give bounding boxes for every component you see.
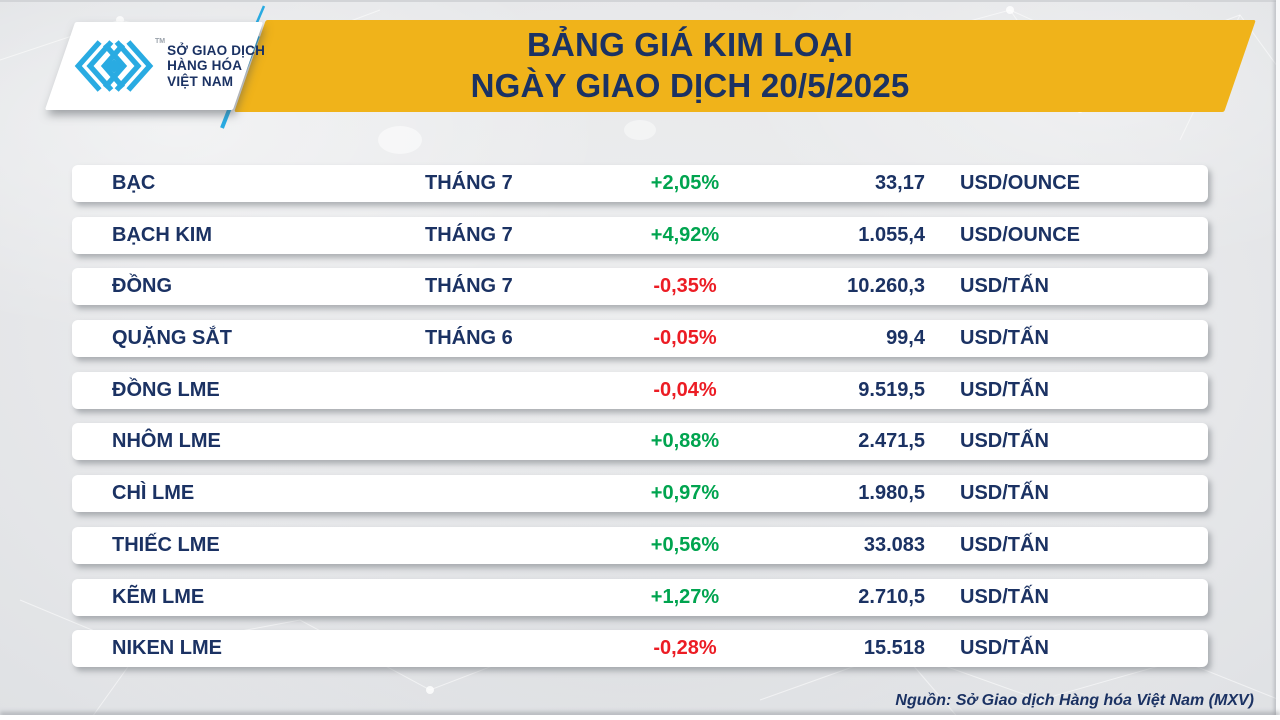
price-value: 2.710,5 bbox=[858, 585, 925, 608]
price-value: 10.260,3 bbox=[847, 275, 925, 298]
commodity-name: KẼM LME bbox=[112, 585, 205, 608]
change-percent: -0,05% bbox=[653, 327, 717, 350]
mxv-logo-card: TM SỞ GIAO DỊCH HÀNG HÓA VIỆT NAM bbox=[44, 22, 265, 110]
mxv-logo: TM SỞ GIAO DỊCH HÀNG HÓA VIỆT NAM bbox=[60, 22, 265, 110]
commodity-name: CHÌ LME bbox=[112, 482, 195, 505]
page-bottom-edge bbox=[0, 715, 1280, 720]
table-row: ĐỒNG THÁNG 7 -0,35% 10.260,3 USD/TẤN bbox=[72, 268, 1208, 306]
commodity-name: ĐỒNG bbox=[112, 275, 172, 298]
contract-month: THÁNG 7 bbox=[425, 223, 513, 246]
change-percent: -0,35% bbox=[653, 275, 717, 298]
page-title-line2: NGÀY GIAO DỊCH 20/5/2025 bbox=[470, 67, 910, 104]
commodity-name: ĐỒNG LME bbox=[112, 378, 220, 401]
table-row: QUẶNG SẮT THÁNG 6 -0,05% 99,4 USD/TẤN bbox=[72, 320, 1208, 358]
price-value: 9.519,5 bbox=[858, 378, 925, 401]
price-unit: USD/TẤN bbox=[960, 585, 1049, 608]
page-right-edge bbox=[1276, 0, 1280, 720]
price-value: 33,17 bbox=[874, 172, 925, 194]
price-unit: USD/OUNCE bbox=[960, 172, 1081, 194]
price-value: 2.471,5 bbox=[858, 430, 925, 453]
contract-month: THÁNG 6 bbox=[425, 327, 513, 350]
trademark-symbol: TM bbox=[155, 38, 166, 45]
price-value: 1.055,4 bbox=[858, 223, 925, 246]
price-table: BẠC THÁNG 7 +2,05% 33,17 USD/OUNCE BẠCH … bbox=[72, 165, 1208, 668]
price-unit: USD/TẤN bbox=[960, 378, 1049, 401]
contract-month: THÁNG 7 bbox=[425, 275, 513, 298]
price-value: 1.980,5 bbox=[858, 482, 925, 505]
commodity-name: NIKEN LME bbox=[112, 637, 222, 660]
table-row: KẼM LME +1,27% 2.710,5 USD/TẤN bbox=[72, 578, 1208, 616]
commodity-name: QUẶNG SẮT bbox=[112, 327, 232, 350]
change-percent: +2,05% bbox=[650, 172, 720, 194]
commodity-name: BẠCH KIM bbox=[112, 223, 212, 246]
price-unit: USD/TẤN bbox=[960, 482, 1049, 505]
change-percent: +0,56% bbox=[650, 533, 720, 556]
commodity-name: NHÔM LME bbox=[112, 430, 221, 453]
price-unit: USD/TẤN bbox=[960, 275, 1049, 298]
change-percent: -0,04% bbox=[653, 378, 717, 401]
price-unit: USD/TẤN bbox=[960, 533, 1049, 556]
price-value: 33.083 bbox=[863, 533, 925, 556]
mxv-logo-icon bbox=[74, 40, 154, 92]
commodity-name: THIẾC LME bbox=[112, 533, 220, 556]
price-unit: USD/OUNCE bbox=[960, 223, 1081, 246]
table-row: ĐỒNG LME -0,04% 9.519,5 USD/TẤN bbox=[72, 371, 1208, 409]
table-row: CHÌ LME +0,97% 1.980,5 USD/TẤN bbox=[72, 475, 1208, 513]
price-value: 15.518 bbox=[863, 637, 925, 660]
page-title: BẢNG GIÁ KIM LOẠI NGÀY GIAO DỊCH 20/5/20… bbox=[245, 24, 1135, 106]
change-percent: +0,97% bbox=[650, 482, 720, 505]
page-title-line1: BẢNG GIÁ KIM LOẠI bbox=[526, 26, 854, 63]
price-value: 99,4 bbox=[886, 327, 925, 350]
contract-month: THÁNG 7 bbox=[425, 172, 513, 194]
table-row: BẠC THÁNG 7 +2,05% 33,17 USD/OUNCE bbox=[72, 165, 1208, 202]
commodity-name: BẠC bbox=[112, 172, 156, 194]
table-row: NHÔM LME +0,88% 2.471,5 USD/TẤN bbox=[72, 423, 1208, 461]
change-percent: +4,92% bbox=[650, 223, 720, 246]
price-unit: USD/TẤN bbox=[960, 637, 1049, 660]
table-row: THIẾC LME +0,56% 33.083 USD/TẤN bbox=[72, 526, 1208, 564]
table-row: BẠCH KIM THÁNG 7 +4,92% 1.055,4 USD/OUNC… bbox=[72, 216, 1208, 254]
page-top-edge bbox=[0, 0, 1280, 2]
source-note: Nguồn: Sở Giao dịch Hàng hóa Việt Nam (M… bbox=[895, 692, 1254, 709]
price-unit: USD/TẤN bbox=[960, 430, 1049, 453]
price-unit: USD/TẤN bbox=[960, 327, 1049, 350]
change-percent: +1,27% bbox=[650, 585, 720, 608]
change-percent: +0,88% bbox=[650, 430, 720, 453]
table-row: NIKEN LME -0,28% 15.518 USD/TẤN bbox=[72, 630, 1208, 668]
change-percent: -0,28% bbox=[653, 637, 717, 660]
